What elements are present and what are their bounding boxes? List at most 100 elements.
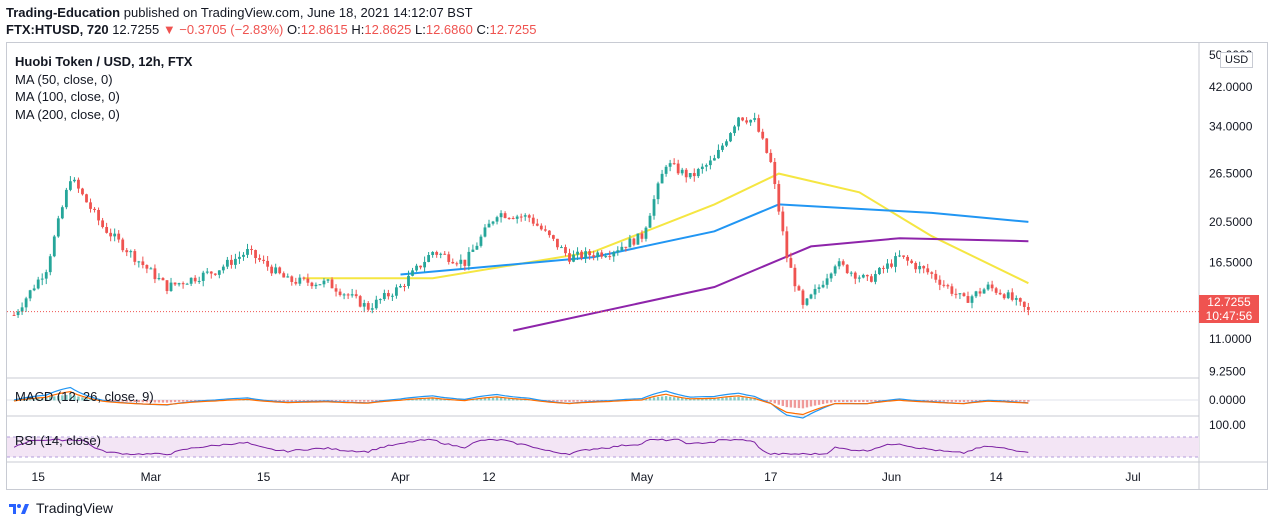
- macd-hist-bar: [185, 400, 189, 402]
- legend-title: Huobi Token / USD, 12h, FTX: [15, 54, 193, 69]
- macd-hist-bar: [1011, 400, 1014, 402]
- candle-body: [302, 277, 306, 279]
- candle-body: [382, 293, 386, 300]
- candle-body: [346, 294, 350, 296]
- x-tick-label: Jun: [882, 470, 901, 484]
- footer-brand[interactable]: TradingView: [8, 500, 113, 516]
- candle-body: [773, 161, 777, 185]
- macd-hist-bar: [322, 400, 326, 401]
- candle-body: [439, 253, 443, 255]
- candle-body: [878, 267, 881, 275]
- low-label: L:: [415, 22, 426, 37]
- macd-hist-bar: [121, 400, 124, 402]
- high-value: 12.8625: [364, 22, 412, 37]
- candle-body: [56, 218, 60, 237]
- candle-body: [721, 145, 724, 150]
- candle-body: [869, 276, 873, 282]
- macd-hist-bar: [970, 400, 974, 402]
- macd-hist-bar: [648, 397, 652, 401]
- candle-body: [246, 248, 249, 255]
- macd-hist-bar: [298, 400, 302, 402]
- candle-body: [576, 251, 579, 255]
- macd-hist-bar: [371, 400, 374, 402]
- macd-hist-bar: [367, 400, 370, 402]
- candle-body: [109, 232, 113, 237]
- macd-hist-bar: [974, 400, 978, 402]
- macd-hist-bar: [141, 400, 145, 403]
- macd-hist-bar: [342, 400, 346, 402]
- candle-body: [230, 259, 233, 265]
- macd-hist-bar: [709, 398, 712, 401]
- legend-ma50[interactable]: MA (50, close, 0): [15, 71, 113, 87]
- candle-body: [664, 166, 668, 174]
- y-tick-label: 20.5000: [1209, 215, 1253, 229]
- macd-hist-bar: [113, 400, 116, 402]
- macd-hist-bar: [354, 400, 358, 402]
- candle-body: [906, 256, 909, 261]
- low-value: 12.6860: [425, 22, 473, 37]
- candle-body: [592, 255, 596, 257]
- candle-body: [527, 215, 531, 218]
- macd-hist-bar: [149, 400, 153, 403]
- chart-frame: [6, 42, 1268, 490]
- high-label: H:: [351, 22, 365, 37]
- macd-hist-bar: [419, 398, 422, 401]
- candle-body: [330, 279, 334, 289]
- candle-body: [28, 290, 32, 299]
- macd-hist-bar: [805, 400, 809, 408]
- candle-body: [314, 284, 318, 287]
- candle-body: [829, 273, 833, 279]
- candle-body: [954, 293, 958, 295]
- y-tick-label: 16.5000: [1209, 256, 1253, 270]
- candle-body: [564, 247, 567, 254]
- macd-hist-bar: [499, 397, 503, 401]
- candle-body: [986, 284, 990, 290]
- rsi-label[interactable]: RSI (14, close): [15, 433, 101, 448]
- candle-body: [358, 296, 362, 307]
- currency-button[interactable]: USD: [1220, 52, 1254, 68]
- candle-body: [572, 254, 575, 262]
- candle-body: [193, 277, 197, 282]
- candle-body: [44, 272, 48, 279]
- candle-body: [708, 160, 712, 166]
- y-tick-label: 34.0000: [1209, 120, 1253, 134]
- macd-hist-bar: [749, 398, 752, 401]
- candle-body: [378, 299, 382, 301]
- candle-body: [370, 308, 374, 310]
- candle-body: [213, 273, 217, 275]
- macd-hist-bar: [701, 398, 704, 401]
- candle-body: [584, 251, 587, 259]
- candle-body: [515, 216, 519, 219]
- candle-body: [342, 294, 346, 296]
- candle-body: [898, 255, 901, 257]
- candle-body: [463, 259, 467, 266]
- candle-body: [749, 119, 753, 123]
- candle-body: [580, 251, 583, 259]
- legend-ma100[interactable]: MA (100, close, 0): [15, 89, 120, 104]
- macd-hist-bar: [49, 397, 52, 401]
- macd-hist-bar: [934, 400, 937, 402]
- candle-body: [644, 227, 648, 239]
- publisher-name[interactable]: Trading-Education: [6, 5, 121, 20]
- macd-hist-bar: [65, 394, 68, 401]
- macd-hist-bar: [423, 398, 426, 401]
- macd-hist-bar: [1023, 400, 1026, 402]
- candle-body: [338, 291, 342, 295]
- macd-hist-bar: [1019, 400, 1022, 402]
- candle-body: [632, 238, 636, 245]
- macd-hist-bar: [483, 398, 487, 401]
- candle-body: [652, 199, 656, 216]
- macd-label[interactable]: MACD (12, 26, close, 9): [15, 389, 154, 404]
- legend-ma200[interactable]: MA (200, close, 0): [15, 106, 120, 122]
- candle-body: [696, 169, 700, 177]
- macd-hist-bar: [133, 400, 136, 403]
- macd-hist-bar: [117, 400, 120, 402]
- candle-body: [507, 217, 511, 219]
- candle-body: [97, 209, 100, 221]
- x-tick-label: 15: [257, 470, 271, 484]
- macd-hist-bar: [842, 400, 845, 403]
- macd-hist-bar: [45, 397, 48, 401]
- candle-body: [825, 278, 829, 285]
- macd-hist-bar: [286, 400, 289, 402]
